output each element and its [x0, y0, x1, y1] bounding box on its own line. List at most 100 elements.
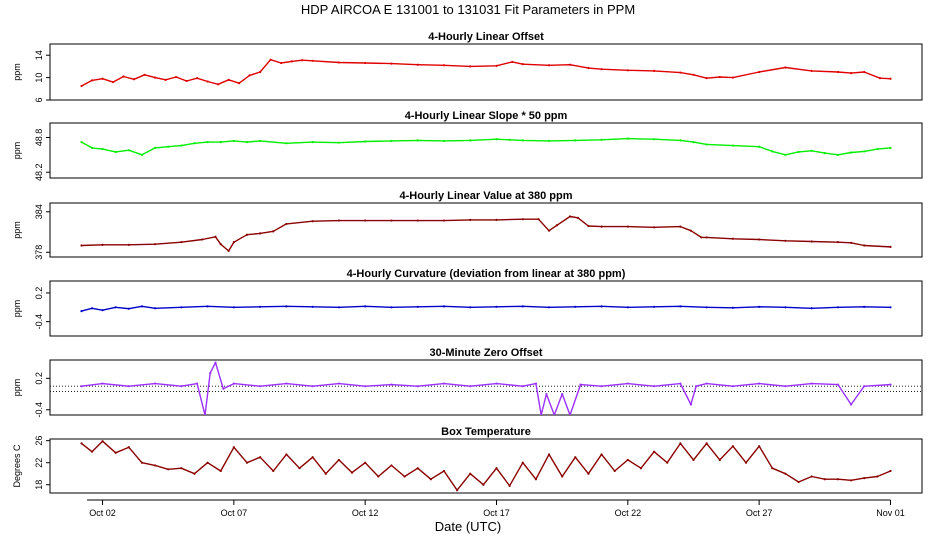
data-point: [639, 467, 643, 470]
data-point: [758, 445, 761, 448]
panel-3: 4-Hourly Linear Value at 380 ppm ppm 378 38…: [12, 190, 923, 260]
data-point: [80, 141, 83, 144]
data-point: [429, 478, 432, 481]
data-point: [810, 149, 813, 152]
data-point: [547, 139, 551, 143]
data-point: [390, 139, 393, 143]
data-point: [164, 78, 167, 81]
data-point: [127, 243, 130, 246]
data-point: [689, 403, 692, 406]
data-point: [758, 238, 761, 241]
y-tick-label: 378: [34, 245, 44, 260]
data-point: [626, 458, 629, 462]
data-point: [301, 59, 304, 62]
panel-1: 4-Hourly Linear Offset ppm 6 10 14: [12, 31, 923, 103]
panel-title: 4-Hourly Curvature (deviation from linea…: [347, 268, 626, 280]
data-point: [272, 230, 275, 233]
y-axis-label: ppm: [12, 221, 22, 239]
data-point: [553, 413, 556, 415]
data-point: [195, 382, 199, 385]
y-axis-label: ppm: [12, 142, 22, 160]
data-point: [416, 219, 419, 222]
data-point: [679, 225, 682, 228]
data-point: [600, 138, 603, 141]
data-point: [574, 139, 577, 142]
data-point: [561, 475, 564, 478]
data-point: [700, 236, 703, 239]
data-point: [600, 385, 603, 388]
data-point: [311, 59, 314, 62]
data-point: [390, 383, 393, 386]
data-point: [705, 77, 708, 80]
data-point: [167, 468, 170, 471]
data-point: [876, 147, 879, 151]
data-point: [180, 467, 183, 470]
data-point: [245, 461, 249, 464]
data-point: [311, 141, 314, 144]
data-point: [652, 69, 656, 72]
data-point: [889, 469, 892, 473]
panel-6: Box Temperature Degrees C 18 22 26: [12, 426, 923, 494]
y-tick-label: 384: [34, 204, 44, 219]
data-point: [545, 392, 548, 396]
data-point: [214, 235, 217, 238]
data-point: [810, 475, 813, 478]
data-point: [547, 306, 551, 309]
data-point: [511, 60, 514, 64]
data-point: [416, 139, 419, 142]
data-point: [114, 451, 117, 454]
data-point: [80, 385, 83, 388]
data-point: [705, 382, 708, 385]
data-point: [185, 79, 188, 83]
data-point: [521, 218, 524, 221]
series-line: [81, 361, 891, 415]
data-point: [547, 64, 551, 67]
data-point: [153, 243, 157, 246]
data-point: [810, 382, 813, 385]
data-point: [705, 236, 708, 239]
data-point: [416, 305, 419, 308]
data-point: [337, 458, 341, 462]
data-point: [272, 469, 275, 473]
data-point: [311, 456, 314, 459]
data-point: [364, 305, 367, 308]
data-point: [90, 146, 94, 149]
data-point: [784, 472, 787, 475]
data-point: [153, 464, 157, 467]
data-point: [140, 153, 144, 156]
data-point: [849, 479, 853, 482]
data-point: [232, 382, 235, 385]
data-point: [127, 307, 130, 310]
data-point: [469, 472, 472, 475]
data-point: [153, 76, 157, 79]
data-point: [495, 467, 498, 470]
data-point: [214, 361, 217, 364]
data-point: [114, 306, 117, 309]
data-point: [689, 229, 692, 232]
panel-frame: [49, 43, 923, 101]
data-point: [823, 478, 826, 481]
data-point: [521, 63, 524, 66]
data-point: [547, 229, 551, 232]
data-point: [337, 306, 341, 309]
series-line: [81, 305, 891, 312]
data-point: [298, 467, 301, 470]
data-point: [731, 76, 734, 79]
data-point: [521, 385, 524, 388]
panel-frame: [49, 438, 923, 494]
data-point: [193, 472, 196, 475]
data-point: [180, 306, 183, 309]
data-point: [600, 225, 603, 228]
data-point: [227, 249, 230, 253]
data-point: [216, 83, 220, 86]
data-point: [140, 461, 144, 464]
data-point: [508, 138, 511, 141]
data-point: [337, 61, 341, 64]
data-point: [248, 74, 251, 77]
data-point: [364, 461, 367, 464]
data-point: [127, 385, 130, 388]
data-point: [206, 141, 209, 144]
data-point: [849, 403, 853, 406]
data-point: [600, 68, 603, 71]
panel-5: 30-Minute Zero Offset ppm -0.4 0.2: [12, 347, 923, 418]
